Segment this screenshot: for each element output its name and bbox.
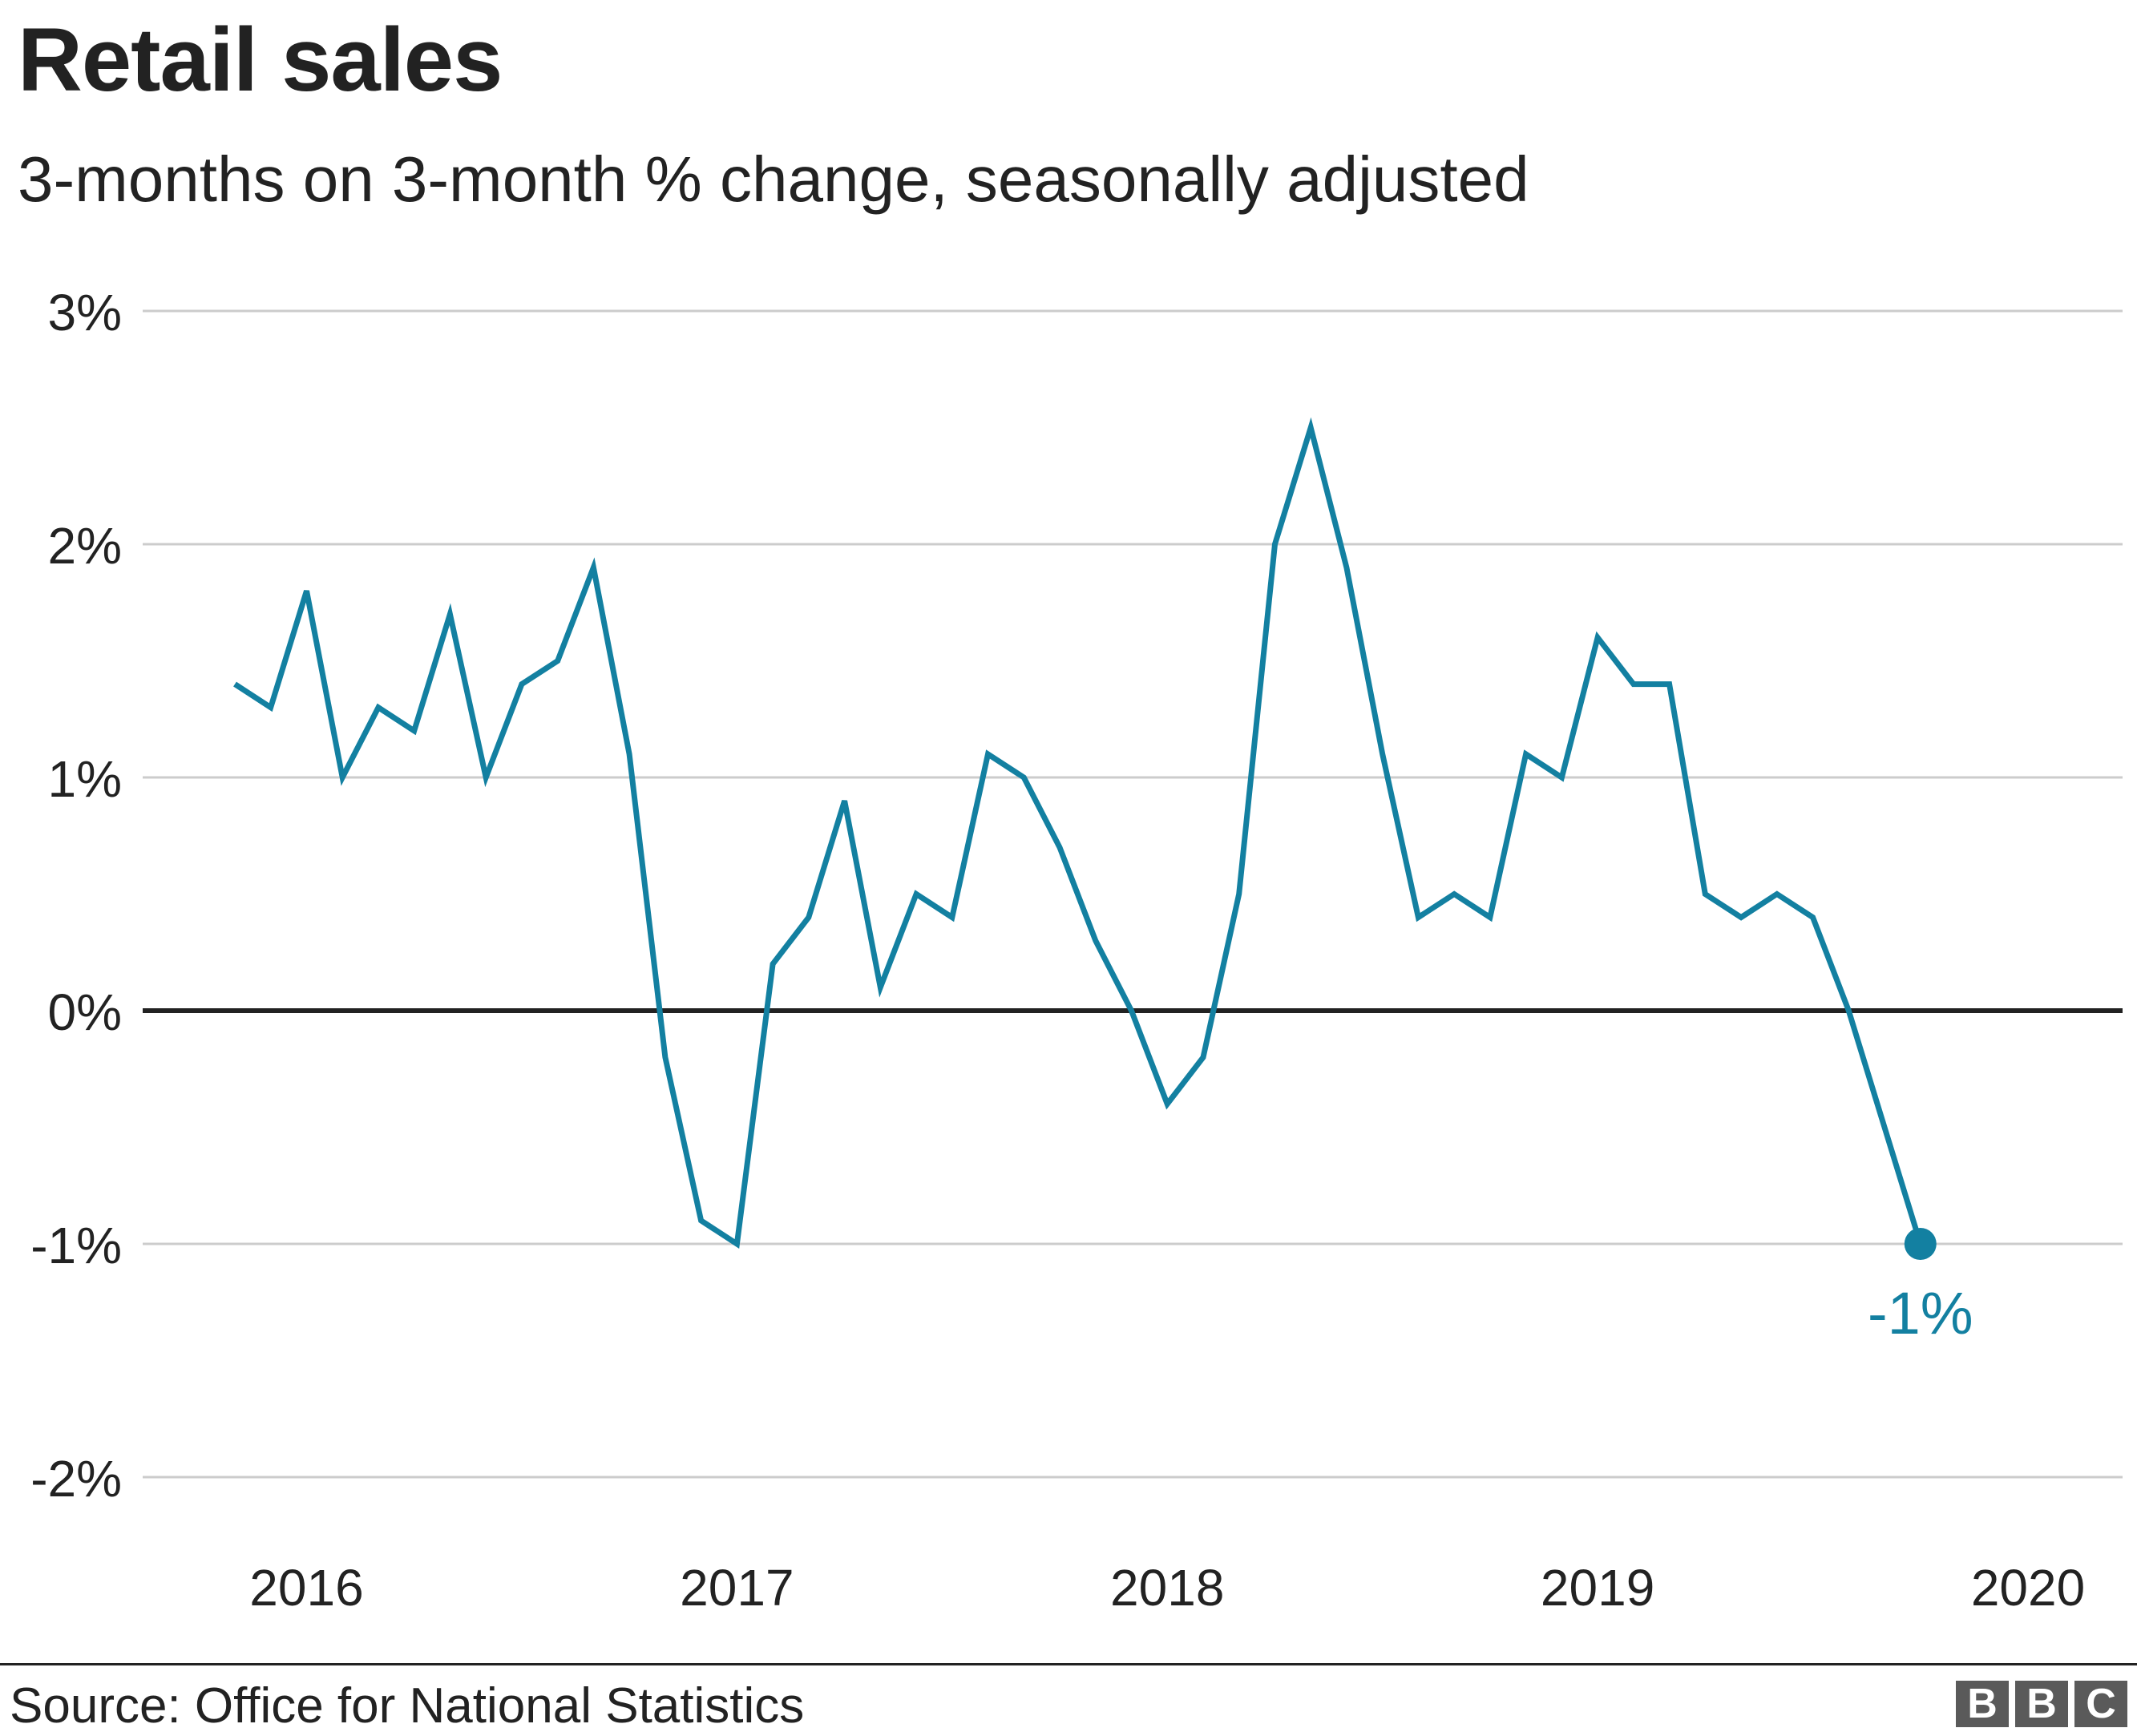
x-tick-label: 2017 (680, 1559, 794, 1617)
footer-divider (0, 1663, 2137, 1665)
source-note: Source: Office for National Statistics (10, 1678, 805, 1734)
y-tick-label: -1% (30, 1217, 122, 1274)
last-point-marker (1904, 1228, 1937, 1260)
y-tick-label: -2% (30, 1450, 122, 1508)
logo-letter: B (2015, 1681, 2068, 1727)
x-tick-label: 2020 (1971, 1559, 2085, 1617)
x-tick-label: 2019 (1541, 1559, 1654, 1617)
y-tick-label: 0% (48, 983, 123, 1041)
last-value-label: -1% (1868, 1280, 1973, 1346)
x-axis-tick-labels: 2016 2017 2018 2019 2020 (249, 1559, 2085, 1617)
line-chart: 3% 2% 1% 0% -1% -2% 2016 2017 2018 2019 2020 -1% (30, 284, 2123, 1617)
annotation-layer: -1% (1868, 1228, 1973, 1346)
series-line (233, 417, 1924, 1249)
x-tick-label: 2016 (249, 1559, 363, 1617)
y-axis-tick-labels: 3% 2% 1% 0% -1% -2% (30, 284, 122, 1508)
logo-letter: C (2074, 1681, 2127, 1727)
logo-letter: B (1956, 1681, 2009, 1727)
series-layer (233, 417, 1924, 1249)
y-tick-label: 2% (48, 517, 123, 575)
chart-subtitle: 3-months on 3-month % change, seasonally… (18, 143, 1529, 215)
grid-lines (143, 309, 2123, 1479)
bbc-logo: B B C (1956, 1681, 2127, 1727)
y-tick-label: 1% (48, 750, 123, 808)
x-tick-label: 2018 (1110, 1559, 1224, 1617)
chart-title: Retail sales (18, 10, 503, 110)
y-tick-label: 3% (48, 284, 123, 341)
